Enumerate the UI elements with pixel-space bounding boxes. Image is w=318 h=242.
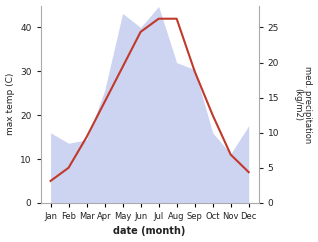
X-axis label: date (month): date (month): [114, 227, 186, 236]
Y-axis label: med. precipitation
(kg/m2): med. precipitation (kg/m2): [293, 66, 313, 143]
Y-axis label: max temp (C): max temp (C): [5, 73, 15, 135]
